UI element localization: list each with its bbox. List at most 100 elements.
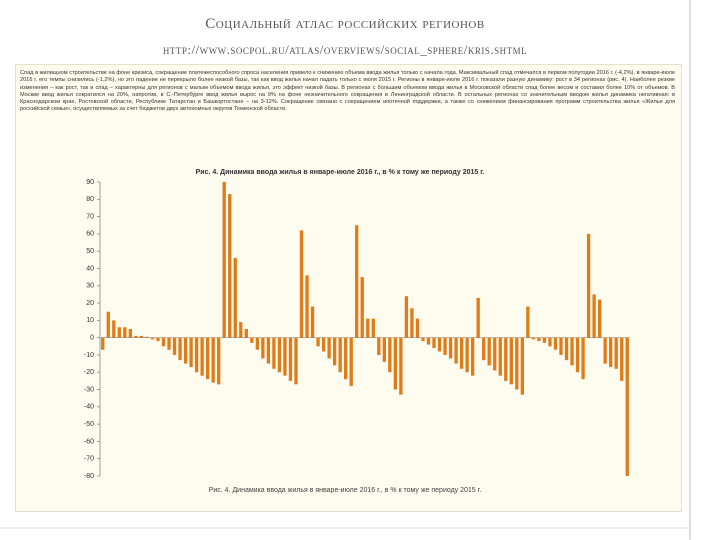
bar	[272, 337, 276, 369]
bar	[371, 318, 375, 338]
bar	[559, 337, 563, 355]
bar	[123, 327, 127, 338]
bar	[355, 225, 359, 338]
bar	[145, 336, 149, 338]
bar	[437, 337, 442, 352]
bar	[156, 337, 160, 342]
bar	[316, 337, 320, 347]
bar	[283, 337, 287, 376]
bar	[172, 337, 177, 355]
bar	[344, 337, 348, 380]
slide-url: http://www.socpol.ru/atlas/overviews/soc…	[162, 42, 528, 57]
bar	[415, 318, 420, 338]
bar	[377, 337, 381, 355]
chart-caption: Рис. 4. Динамика ввода жилья в январе-ию…	[209, 487, 482, 494]
bar	[206, 337, 210, 380]
bar	[443, 337, 447, 355]
bar	[189, 337, 193, 368]
y-tick-label: 40	[86, 265, 94, 272]
bar	[101, 337, 105, 350]
bar	[465, 337, 469, 373]
bar	[498, 337, 502, 376]
bar	[134, 335, 138, 338]
y-tick-label: -10	[84, 352, 94, 359]
bar	[426, 337, 431, 345]
bar	[575, 337, 580, 373]
bar	[537, 337, 541, 342]
bar	[493, 337, 497, 371]
bar	[128, 329, 133, 338]
bar	[421, 337, 425, 342]
y-tick-label: 50	[86, 248, 94, 255]
bar	[288, 337, 293, 381]
bar	[553, 337, 558, 350]
bar	[471, 337, 475, 376]
bar	[266, 337, 271, 364]
bar	[526, 306, 530, 338]
bar	[393, 337, 398, 390]
bar	[504, 337, 508, 381]
bar	[620, 337, 624, 381]
bar	[542, 337, 547, 343]
bar	[404, 296, 409, 338]
bar	[239, 322, 243, 338]
bar	[327, 337, 331, 359]
bar	[366, 318, 370, 338]
bar	[332, 337, 337, 366]
bar	[217, 337, 221, 385]
bar	[548, 337, 552, 347]
bar	[509, 337, 513, 385]
bar	[454, 337, 458, 364]
bar	[531, 337, 536, 340]
y-tick-label: -70	[84, 456, 94, 463]
bar	[570, 337, 574, 366]
bar	[382, 337, 386, 362]
bar	[117, 327, 121, 338]
chart-title: Рис. 4. Динамика ввода жилья в январе-ию…	[196, 169, 485, 176]
bar	[487, 337, 491, 366]
bar	[338, 337, 342, 373]
bar	[250, 337, 254, 343]
paragraph: Спад в жилищном строительстве на фоне кр…	[20, 70, 675, 113]
bar	[299, 230, 304, 338]
bar	[305, 275, 309, 338]
bar	[194, 337, 199, 373]
y-tick-label: 0	[90, 334, 94, 341]
content-box	[15, 64, 682, 512]
bar	[200, 337, 204, 376]
bar	[388, 337, 392, 373]
bar	[410, 308, 414, 338]
bar	[233, 258, 237, 338]
y-tick-label: -60	[84, 438, 94, 445]
bar	[310, 306, 315, 338]
bar	[255, 337, 259, 350]
bar	[586, 233, 591, 338]
bar	[360, 277, 364, 338]
bar	[399, 337, 403, 395]
bar	[609, 337, 613, 368]
y-tick-label: 80	[86, 196, 94, 203]
y-tick-label: 70	[86, 213, 94, 220]
bar	[432, 337, 436, 349]
bar	[106, 311, 110, 338]
bar	[167, 337, 171, 350]
y-tick-label: 20	[86, 300, 94, 307]
bar	[603, 337, 607, 364]
y-tick-label: 60	[86, 231, 94, 238]
bar	[515, 337, 519, 390]
bar	[625, 337, 629, 476]
bar	[597, 299, 602, 338]
bar	[277, 337, 282, 373]
bar	[228, 194, 232, 338]
bar	[564, 337, 569, 361]
y-tick-label: -50	[84, 421, 94, 428]
bar	[178, 337, 182, 361]
bar	[294, 337, 298, 385]
bar	[581, 337, 585, 380]
bar	[520, 337, 524, 395]
bar	[476, 297, 480, 338]
bar	[459, 337, 464, 369]
bar	[321, 337, 326, 352]
